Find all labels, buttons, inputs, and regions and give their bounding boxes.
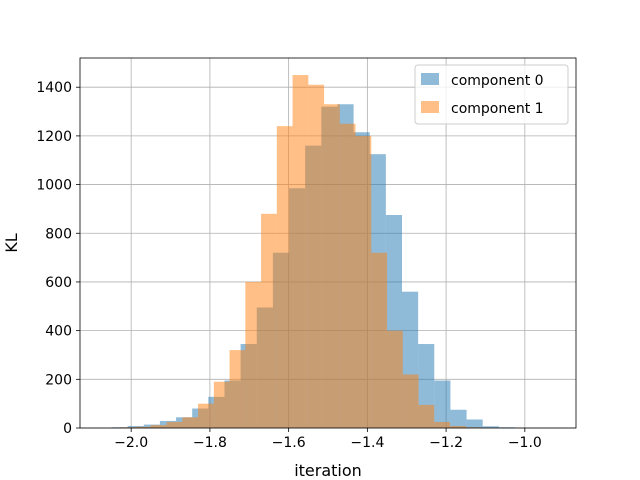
histogram-bar-component-1 bbox=[387, 330, 403, 428]
y-tick-label: 0 bbox=[63, 421, 72, 437]
histogram-bar-component-1 bbox=[198, 403, 214, 428]
histogram-bar-component-1 bbox=[339, 123, 356, 428]
histogram-bar-component-1 bbox=[150, 425, 167, 428]
legend-swatch-component-0 bbox=[421, 73, 439, 85]
x-tick-label: −1.0 bbox=[508, 435, 542, 451]
y-tick-label: 200 bbox=[45, 372, 72, 388]
histogram-bar-component-0 bbox=[450, 409, 467, 428]
histogram-bar-component-1 bbox=[213, 381, 230, 428]
x-tick-label: −1.8 bbox=[193, 435, 227, 451]
legend-label-component-0: component 0 bbox=[451, 73, 544, 89]
axes-frame bbox=[79, 57, 577, 429]
histogram-bar-component-1 bbox=[355, 135, 372, 429]
y-tick-label: 1400 bbox=[36, 80, 72, 96]
histogram-bar-component-1 bbox=[261, 213, 277, 428]
histogram-bar-component-0 bbox=[482, 426, 499, 428]
x-tick-label: −1.2 bbox=[429, 435, 463, 451]
histogram-bars bbox=[103, 75, 515, 429]
histogram-bar-component-1 bbox=[450, 426, 466, 428]
legend-swatch-component-1 bbox=[421, 101, 439, 113]
histogram-bar-component-1 bbox=[135, 426, 151, 428]
legend-box bbox=[414, 64, 569, 125]
histogram-bar-component-1 bbox=[434, 421, 451, 428]
x-tick-label: −2.0 bbox=[114, 435, 148, 451]
axis-ticks: −2.0 −1.8 −1.6 −1.4 −1.2 −1.0 0 200 400 600 800 100… bbox=[36, 80, 541, 451]
x-tick-label: −1.4 bbox=[350, 435, 384, 451]
histogram-bar-component-1 bbox=[276, 126, 293, 428]
y-tick-label: 1200 bbox=[36, 129, 72, 145]
x-tick-label: −1.6 bbox=[272, 435, 306, 451]
histogram-bar-component-0 bbox=[434, 380, 451, 428]
x-axis-label: iteration bbox=[294, 461, 362, 480]
histogram-bar-component-1 bbox=[182, 417, 199, 428]
histogram-bar-component-1 bbox=[371, 252, 388, 428]
histogram-bar-component-1 bbox=[292, 75, 309, 428]
histogram-bar-component-1 bbox=[402, 374, 419, 428]
legend-label-component-1: component 1 bbox=[451, 101, 544, 117]
y-tick-label: 800 bbox=[45, 226, 72, 242]
y-axis-label: KL bbox=[2, 233, 21, 252]
y-tick-label: 600 bbox=[45, 275, 72, 291]
y-tick-label: 400 bbox=[45, 324, 72, 340]
histogram-bar-component-1 bbox=[245, 281, 262, 428]
legend: component 0 component 1 bbox=[414, 64, 569, 125]
histogram-bar-component-1 bbox=[324, 104, 340, 428]
histogram-bar-component-0 bbox=[466, 419, 483, 428]
y-tick-label: 1000 bbox=[36, 178, 72, 194]
histogram-bar-component-1 bbox=[229, 350, 246, 428]
histogram-bar-component-1 bbox=[308, 84, 325, 429]
histogram-bar-component-1 bbox=[418, 404, 435, 428]
histogram-bar-component-1 bbox=[166, 421, 183, 428]
